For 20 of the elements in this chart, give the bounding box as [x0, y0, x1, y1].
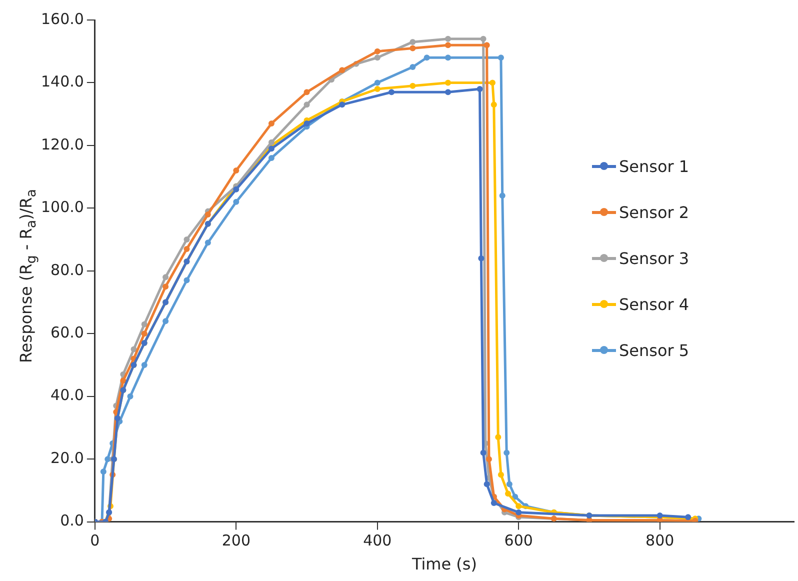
y-tick-label: 80.0	[50, 260, 84, 279]
y-tick-label: 20.0	[50, 448, 84, 467]
y-tick-label: 40.0	[50, 386, 84, 404]
y-tick-label: 60.0	[50, 324, 84, 342]
y-tick-label: 120.0	[40, 135, 84, 154]
y-tick-label: 100.0	[40, 198, 84, 216]
legend-label: Sensor 3	[619, 248, 690, 268]
x-tick-label: 600	[504, 532, 533, 550]
x-tick-label: 0	[90, 532, 100, 550]
legend-label: Sensor 2	[619, 202, 690, 222]
x-tick-label: 200	[222, 532, 250, 550]
x-axis-title: Time (s)	[410, 554, 477, 574]
legend-label: Sensor 1	[619, 156, 690, 176]
legend-label: Sensor 5	[619, 340, 690, 360]
y-tick-label: 0.0	[60, 512, 84, 530]
y-tick-label: 160.0	[40, 10, 84, 28]
y-tick-label: 140.0	[40, 72, 84, 91]
x-tick-label: 400	[363, 532, 392, 550]
x-tick-label: 800	[646, 532, 674, 550]
legend-label: Sensor 4	[619, 294, 690, 314]
